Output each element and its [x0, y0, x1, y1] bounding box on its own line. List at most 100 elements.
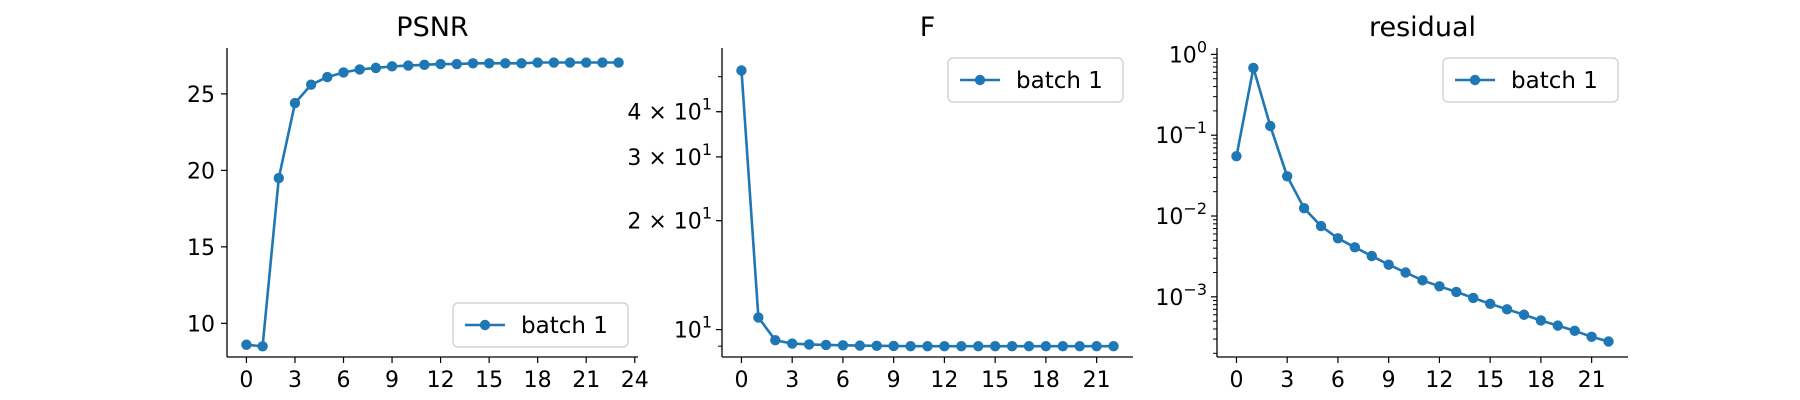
- data-point: [467, 58, 479, 69]
- data-point: [500, 58, 511, 69]
- y-tick-exponent: 1: [702, 140, 712, 159]
- data-point: [753, 312, 764, 323]
- data-point: [871, 340, 882, 352]
- data-point: [419, 59, 430, 71]
- y-tick-base: 2 × 10: [627, 210, 701, 235]
- x-tick-label: 3: [785, 368, 799, 393]
- y-tick-label: 4 × 101: [627, 95, 712, 126]
- data-point: [1108, 340, 1119, 352]
- data-point: [451, 58, 462, 70]
- data-point: [1603, 336, 1614, 347]
- data-point: [1451, 286, 1462, 298]
- data-point: [1349, 242, 1361, 253]
- data-point: [888, 340, 899, 352]
- data-point: [1040, 340, 1052, 352]
- y-tick-label: 10: [187, 312, 215, 337]
- data-point: [1231, 150, 1242, 162]
- data-point: [532, 57, 543, 68]
- series-line: [1235, 66, 1609, 343]
- data-point: [273, 172, 284, 184]
- x-tick-label: 24: [621, 368, 649, 393]
- series-line: [740, 70, 1114, 348]
- y-tick-label: 25: [187, 83, 215, 108]
- x-tick-label: 9: [1382, 368, 1396, 393]
- data-point: [241, 339, 252, 350]
- x-tick-label: 21: [572, 368, 600, 393]
- x-tick-label: 21: [1578, 368, 1606, 393]
- x-tick-label: 0: [239, 368, 253, 393]
- data-point: [613, 57, 624, 68]
- legend-frame: [947, 57, 1124, 103]
- y-tick-base: 10: [1155, 205, 1183, 230]
- y-tick-base: 4 × 10: [627, 101, 701, 126]
- y-tick-label: 15: [187, 236, 215, 261]
- data-point: [939, 340, 950, 352]
- data-point: [322, 71, 333, 83]
- y-tick-label: 101: [674, 313, 712, 344]
- data-point: [1417, 275, 1428, 286]
- data-point: [483, 58, 495, 69]
- data-point: [386, 61, 398, 72]
- data-point: [956, 340, 967, 352]
- data-point: [770, 334, 781, 346]
- chart-title: F: [920, 12, 936, 43]
- data-point: [854, 340, 866, 351]
- y-tick-exponent: 1: [702, 95, 712, 114]
- y-tick-exponent: 1: [702, 204, 712, 223]
- y-tick-base: 10: [1169, 43, 1197, 68]
- legend: batch 1: [1442, 57, 1619, 103]
- data-point: [1006, 340, 1018, 352]
- legend-label: batch 1: [1511, 68, 1598, 94]
- data-point: [289, 97, 301, 109]
- data-point: [435, 58, 446, 70]
- y-tick-label: 10−3: [1155, 280, 1207, 311]
- y-tick-label: 2 × 101: [627, 204, 712, 235]
- data-point: [338, 67, 349, 78]
- y-tick-exponent: 1: [702, 313, 712, 332]
- y-tick-base: 10: [1155, 124, 1183, 149]
- x-tick-label: 6: [337, 368, 351, 393]
- data-point: [403, 60, 414, 71]
- data-point: [1023, 340, 1035, 352]
- data-point: [1074, 340, 1085, 352]
- data-point: [820, 339, 832, 351]
- data-point: [989, 340, 1001, 352]
- data-point: [548, 57, 560, 68]
- y-tick-label: 10−1: [1155, 118, 1207, 149]
- data-point: [1265, 120, 1276, 132]
- y-tick-label: 10−2: [1155, 199, 1207, 230]
- data-point: [564, 57, 576, 68]
- y-tick-label: 20: [187, 159, 215, 184]
- data-point: [1366, 250, 1377, 262]
- legend-marker: [974, 74, 986, 86]
- x-tick-label: 12: [1425, 368, 1453, 393]
- x-tick-label: 6: [1331, 368, 1345, 393]
- data-point: [1057, 340, 1069, 352]
- legend-marker: [1469, 74, 1481, 86]
- data-point: [1315, 220, 1327, 232]
- y-tick-exponent: −2: [1183, 199, 1207, 218]
- data-point: [305, 79, 317, 90]
- chart-0: PSNR 0 3 6 9 12 15 18 21 24 10 15 20 25 batch 1: [187, 12, 649, 393]
- y-tick-base: 3 × 10: [627, 146, 701, 171]
- legend-label: batch 1: [1016, 68, 1103, 94]
- y-tick-label: 3 × 101: [627, 140, 712, 171]
- legend: batch 1: [947, 57, 1124, 103]
- x-tick-label: 15: [981, 368, 1009, 393]
- data-point: [1332, 233, 1344, 244]
- legend-marker: [479, 319, 491, 331]
- data-point: [1248, 62, 1259, 74]
- data-point: [354, 64, 365, 75]
- data-point: [1281, 171, 1293, 182]
- data-point: [1501, 304, 1513, 315]
- x-tick-label: 9: [385, 368, 399, 393]
- x-tick-label: 12: [930, 368, 958, 393]
- data-point: [1569, 325, 1580, 336]
- data-point: [1434, 281, 1445, 292]
- data-point: [1468, 292, 1479, 304]
- data-point: [1484, 298, 1496, 309]
- chart-title: residual: [1369, 12, 1476, 43]
- data-point: [973, 340, 984, 352]
